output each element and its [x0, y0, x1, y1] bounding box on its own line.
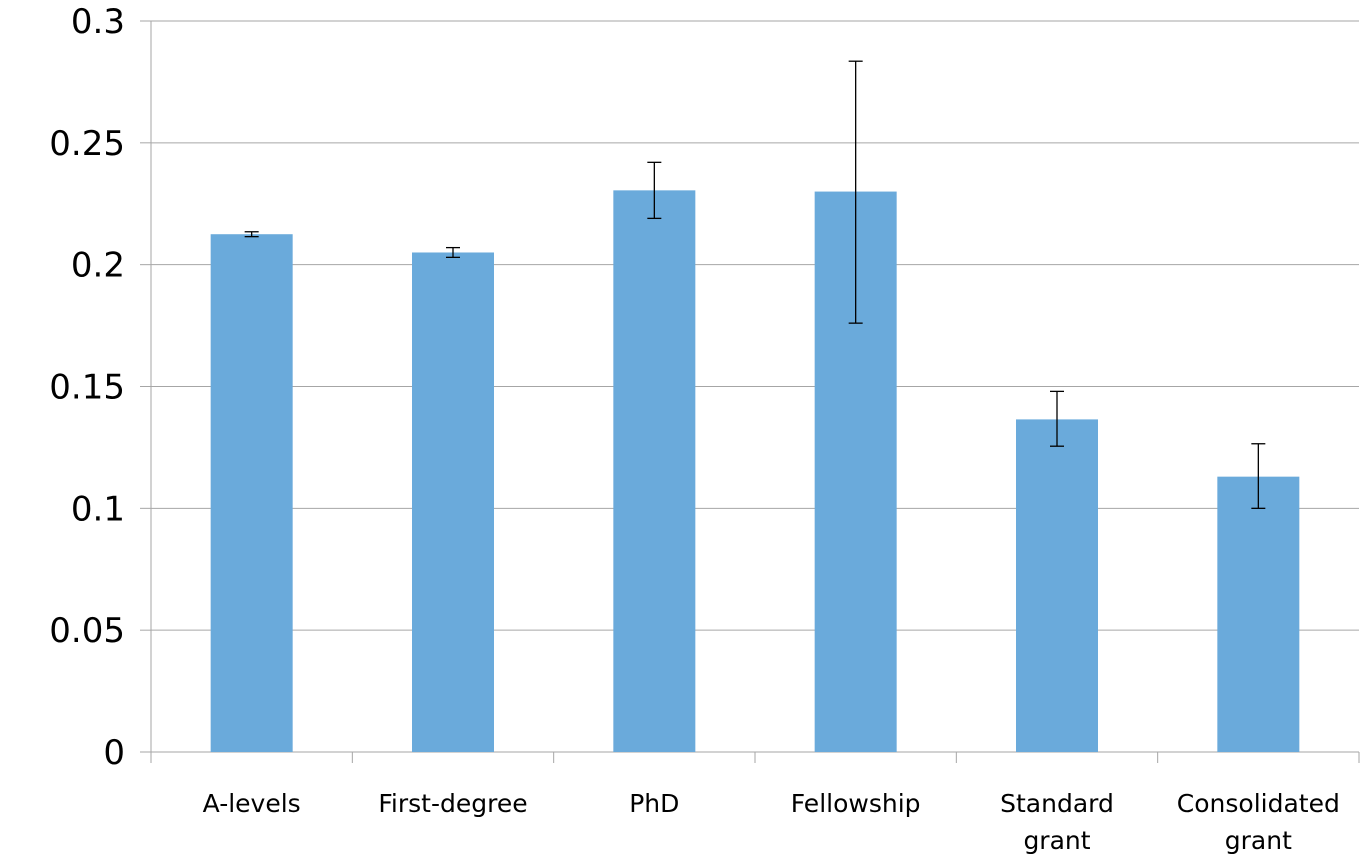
x-tick-labels: A-levels First-degree PhD Fellowship Standar… [203, 789, 1340, 855]
y-tick-label: 0 [103, 733, 125, 773]
x-tick-label-line: Fellowship [791, 789, 921, 818]
x-tick-label-line: Standard [1000, 789, 1114, 818]
y-tick-label: 0.05 [49, 611, 125, 651]
y-tick-labels: 0 0.05 0.1 0.15 0.2 0.25 0.3 [49, 2, 125, 773]
bar [412, 252, 494, 752]
bars [210, 190, 1300, 753]
x-tick-label: First-degree [378, 789, 527, 818]
x-tick-label-line: Consolidated [1177, 789, 1340, 818]
x-tick-label: PhD [629, 789, 679, 818]
x-tick-label-line: A-levels [203, 789, 301, 818]
bar [1016, 419, 1098, 752]
x-tick-label-line: First-degree [378, 789, 527, 818]
bar [1217, 476, 1300, 752]
gridlines [151, 20, 1359, 631]
y-tick-label: 0.3 [71, 2, 125, 42]
y-tick-label: 0.1 [71, 489, 125, 529]
x-tick-label-line: PhD [629, 789, 679, 818]
x-tick-label-line: grant [1023, 826, 1090, 855]
x-tick-label: A-levels [203, 789, 301, 818]
y-tick-label: 0.25 [49, 124, 125, 164]
x-tick-label: Standard grant [1000, 789, 1114, 855]
x-tick-label: Consolidated grant [1177, 789, 1340, 855]
bar [613, 190, 696, 752]
x-tick-label-line: grant [1225, 826, 1292, 855]
y-tick-label: 0.2 [71, 246, 125, 286]
x-tick-label: Fellowship [791, 789, 921, 818]
error-bars [244, 60, 1266, 509]
bar [210, 234, 293, 753]
y-tick-label: 0.15 [49, 368, 125, 408]
axes [140, 20, 1360, 763]
